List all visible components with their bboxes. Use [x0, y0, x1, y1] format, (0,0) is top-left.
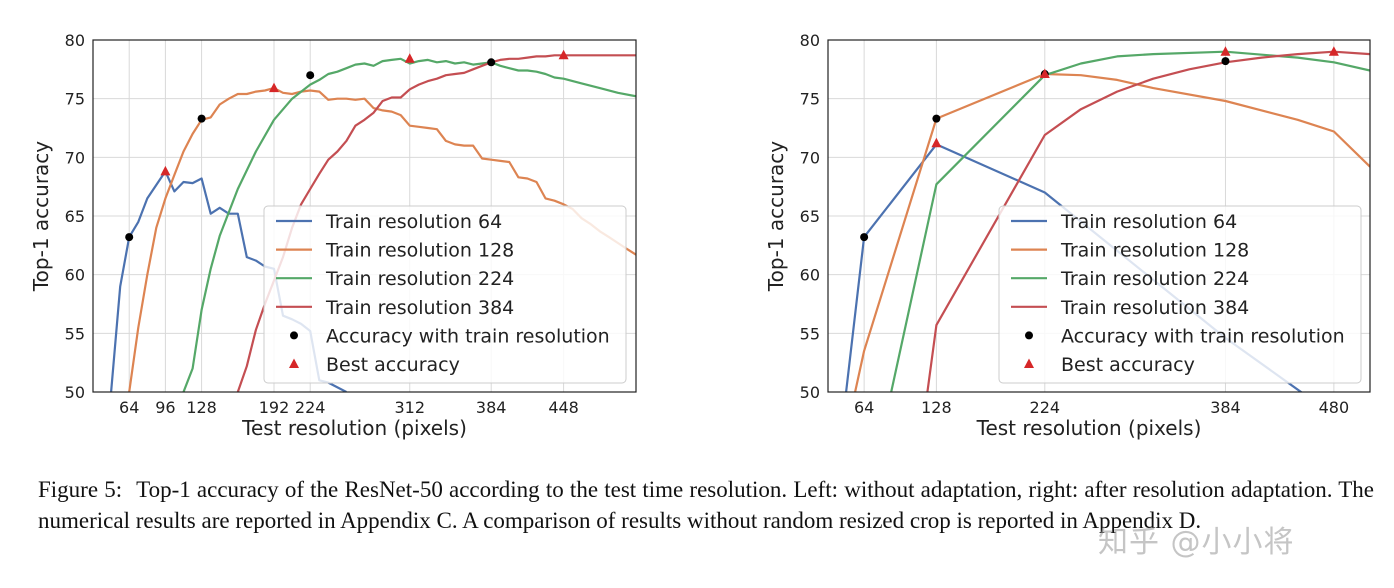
y-tick-label: 70 [800, 148, 820, 167]
y-tick-label: 60 [800, 266, 820, 285]
x-tick-label: 96 [155, 398, 175, 417]
x-axis-title: Test resolution (pixels) [976, 416, 1202, 440]
figure-label: Figure 5: [38, 477, 123, 502]
best-accuracy-point [931, 137, 942, 148]
legend: Train resolution 64 Train resolution 128 T… [263, 205, 627, 384]
best-accuracy-point [269, 82, 279, 93]
legend-triangle-swatch [289, 358, 299, 368]
best-accuracy-point [1220, 46, 1231, 56]
x-tick-label: 312 [394, 398, 425, 417]
legend-label: Train resolution 64 [1060, 211, 1237, 233]
x-tick-label: 64 [854, 398, 874, 417]
legend-label: Train resolution 64 [325, 211, 502, 233]
right-chart: 64 128 224 384 480 50 55 60 65 70 75 80 Test resolut… [764, 31, 1371, 440]
legend-label: Train resolution 128 [1060, 240, 1249, 262]
legend: Train resolution 64 Train resolution 128 T… [998, 205, 1362, 384]
series-line-2 [854, 72, 1370, 392]
legend-label: Train resolution 128 [325, 240, 514, 262]
series-line-3 [890, 50, 1370, 392]
y-tick-label: 60 [65, 266, 85, 285]
best-accuracy-point [1328, 46, 1339, 56]
y-axis-title: Top-1 accuracy [764, 141, 788, 292]
train-resolution-point [125, 233, 134, 242]
x-tick-label: 448 [548, 398, 579, 417]
y-tick-label: 55 [65, 324, 85, 343]
train-resolution-point [1221, 57, 1230, 66]
y-tick-label: 65 [800, 207, 820, 226]
best-accuracy-point [1039, 68, 1050, 79]
best-accuracy-point [404, 53, 415, 63]
y-tick-label: 65 [65, 207, 85, 226]
y-tick-label: 50 [800, 383, 820, 402]
train-resolution-point [197, 114, 206, 123]
x-tick-label: 192 [259, 398, 290, 417]
legend-label: Accuracy with train resolution [326, 325, 610, 347]
y-axis-title: Top-1 accuracy [29, 141, 53, 292]
caption-text: Top-1 accuracy of the ResNet-50 accordin… [38, 477, 1374, 533]
x-tick-label: 128 [921, 398, 952, 417]
series-line-4 [926, 50, 1370, 392]
legend-label: Train resolution 224 [1060, 268, 1249, 290]
legend-label: Best accuracy [326, 354, 460, 376]
x-tick-label: 128 [186, 398, 217, 417]
train-resolution-point [487, 58, 496, 67]
x-tick-label: 384 [476, 398, 507, 417]
plot-frame [827, 39, 1371, 393]
legend-dot-swatch [290, 331, 298, 340]
legend-triangle-swatch [1024, 358, 1034, 368]
legend-dot-swatch [1025, 331, 1033, 340]
legend-label: Accuracy with train resolution [1061, 325, 1345, 347]
y-tick-label: 50 [65, 383, 85, 402]
y-tick-label: 75 [65, 90, 85, 109]
plot-frame [92, 39, 637, 393]
y-tick-label: 55 [800, 324, 820, 343]
x-axis-title: Test resolution (pixels) [241, 416, 467, 440]
legend-label: Best accuracy [1061, 354, 1195, 376]
figure-caption: Figure 5: Top-1 accuracy of the ResNet-50… [38, 474, 1374, 536]
y-tick-label: 75 [800, 90, 820, 109]
best-accuracy-point [160, 165, 171, 176]
x-tick-label: 224 [295, 398, 326, 417]
y-tick-label: 80 [65, 31, 85, 50]
train-resolution-point [932, 114, 941, 123]
legend-label: Train resolution 384 [1060, 297, 1249, 319]
legend-label: Train resolution 384 [325, 297, 514, 319]
train-resolution-point [306, 71, 315, 80]
x-tick-label: 64 [119, 398, 139, 417]
series-line-2 [128, 86, 636, 392]
best-accuracy-point [558, 49, 569, 60]
legend-label: Train resolution 224 [325, 268, 514, 290]
legend-box [263, 205, 627, 384]
train-resolution-point [860, 233, 869, 242]
x-tick-label: 480 [1319, 398, 1350, 417]
x-tick-label: 224 [1030, 398, 1061, 417]
y-tick-label: 80 [800, 31, 820, 50]
legend-box [998, 205, 1362, 384]
left-chart: 64 96 128 192 224 312 384 448 50 55 60 65 70 75 80 Test… [29, 31, 637, 440]
x-tick-label: 384 [1210, 398, 1241, 417]
y-tick-label: 70 [65, 148, 85, 167]
watermark: 知乎 @小小将 [1098, 525, 1295, 560]
